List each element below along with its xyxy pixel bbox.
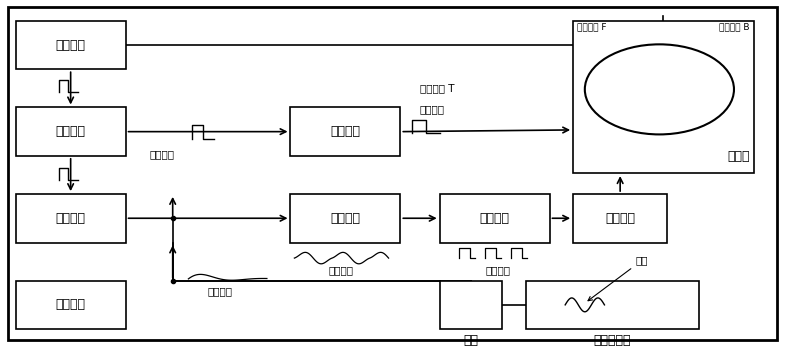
FancyBboxPatch shape — [16, 281, 126, 329]
Text: 探头: 探头 — [463, 334, 479, 347]
Text: 检波电路: 检波电路 — [480, 212, 509, 225]
FancyBboxPatch shape — [573, 21, 754, 173]
FancyBboxPatch shape — [16, 21, 126, 69]
Text: 时标电路: 时标电路 — [56, 38, 86, 51]
Text: 缺陷回波 F: 缺陷回波 F — [577, 22, 607, 32]
Text: 回波信号: 回波信号 — [329, 265, 354, 275]
FancyBboxPatch shape — [440, 194, 550, 243]
Text: 同步电路: 同步电路 — [56, 125, 86, 138]
Text: 发射电路: 发射电路 — [56, 212, 86, 225]
FancyBboxPatch shape — [440, 281, 502, 329]
Text: 表面回波 T: 表面回波 T — [420, 84, 455, 93]
Text: 被检测工件: 被检测工件 — [593, 334, 631, 347]
Text: 激励信号: 激励信号 — [207, 286, 232, 296]
FancyBboxPatch shape — [573, 194, 667, 243]
Text: 电源电路: 电源电路 — [56, 298, 86, 312]
Text: 检波信号: 检波信号 — [486, 265, 511, 275]
Text: 示波器: 示波器 — [727, 150, 750, 163]
FancyBboxPatch shape — [290, 107, 400, 156]
Text: 触发信号: 触发信号 — [149, 149, 174, 159]
FancyBboxPatch shape — [16, 107, 126, 156]
Text: 扫描电路: 扫描电路 — [330, 125, 360, 138]
Text: 底面回波 B: 底面回波 B — [719, 22, 750, 32]
Text: 缺陷: 缺陷 — [588, 255, 648, 301]
FancyBboxPatch shape — [526, 281, 699, 329]
FancyBboxPatch shape — [8, 7, 777, 340]
Text: 接收电路: 接收电路 — [330, 212, 360, 225]
FancyBboxPatch shape — [16, 194, 126, 243]
FancyBboxPatch shape — [290, 194, 400, 243]
Text: 视频放大: 视频放大 — [605, 212, 635, 225]
Text: 扫描信号: 扫描信号 — [420, 104, 445, 114]
